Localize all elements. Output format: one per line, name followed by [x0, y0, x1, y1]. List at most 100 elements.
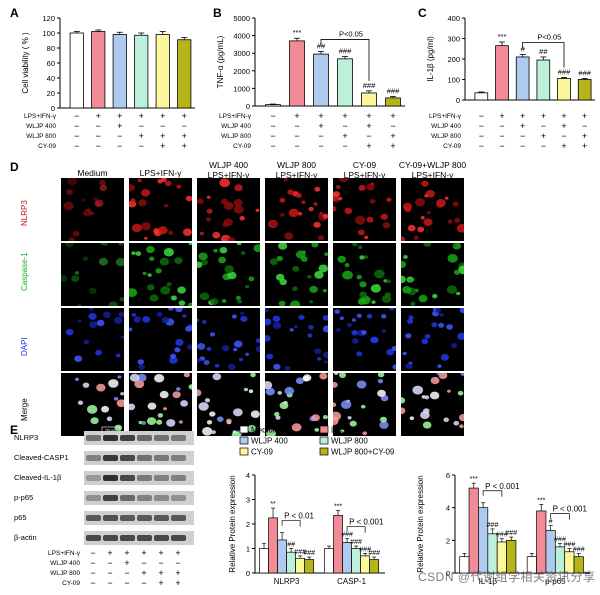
cell-blob — [380, 213, 389, 220]
cell-blob — [202, 320, 207, 324]
bar — [536, 59, 551, 101]
cell-blob — [95, 349, 102, 356]
significance-mark: # — [521, 44, 526, 53]
cell-blob — [244, 284, 250, 289]
cell-blob — [424, 395, 430, 400]
cell-blob — [103, 243, 108, 246]
cell-blob — [93, 196, 98, 201]
cell-blob — [233, 205, 244, 214]
cell-blob — [366, 313, 373, 319]
cell-blob — [446, 285, 458, 294]
cell-blob — [302, 250, 306, 254]
treatment-sign: + — [160, 141, 165, 151]
cell-blob — [214, 363, 220, 368]
cell-blob — [314, 427, 320, 432]
treatment-sign: − — [561, 131, 566, 141]
blot-band — [120, 495, 135, 501]
blot-band — [171, 515, 186, 521]
treatment-sign: + — [366, 141, 371, 151]
y-tick-label: 0 — [246, 102, 250, 111]
cell-blob — [414, 198, 426, 207]
cell-blob — [146, 246, 155, 254]
cell-blob — [157, 413, 164, 418]
significance-mark: ### — [578, 68, 591, 77]
treatment-sign: − — [366, 131, 371, 141]
significance-mark: ### — [350, 539, 362, 546]
cell-blob — [337, 196, 343, 201]
category-label: IL-1β — [479, 577, 498, 586]
cell-blob — [401, 397, 406, 404]
cell-blob — [163, 204, 169, 208]
legend-swatch — [319, 436, 329, 445]
scale-bar-label: 50 μm — [105, 428, 117, 433]
cell-blob — [135, 251, 142, 256]
treatment-sign: + — [139, 131, 144, 141]
treatment-sign: + — [294, 111, 299, 121]
cell-blob — [280, 212, 285, 217]
cell-blob — [142, 271, 147, 276]
cell-blob — [459, 424, 464, 429]
cell-blob — [198, 402, 209, 411]
cell-blob — [457, 332, 464, 341]
cell-blob — [346, 323, 352, 328]
cell-blob — [197, 318, 200, 322]
cell-blob — [120, 392, 124, 396]
treatment-sign: + — [366, 121, 371, 131]
cell-blob — [206, 346, 212, 351]
cell-blob — [409, 416, 415, 421]
cell-blob — [352, 338, 359, 344]
bar — [91, 31, 106, 109]
cell-blob — [167, 230, 174, 235]
cell-blob — [401, 275, 406, 284]
cell-blob — [218, 256, 227, 264]
treatment-sign: + — [520, 111, 525, 121]
cell-blob — [202, 426, 213, 436]
cell-blob — [103, 311, 111, 319]
cell-blob — [336, 327, 341, 332]
significance-mark: ### — [363, 81, 376, 90]
cell-blob — [82, 256, 89, 262]
cell-blob — [377, 389, 386, 397]
microscopy-image — [61, 308, 124, 371]
cell-blob — [143, 236, 148, 240]
y-tick-label: 100 — [447, 76, 460, 85]
cell-blob — [165, 180, 172, 187]
treatment-sign: − — [390, 121, 395, 131]
treatment-sign: − — [96, 121, 101, 131]
blot-band — [103, 475, 118, 481]
legend-swatch — [239, 447, 249, 456]
cell-blob — [359, 281, 367, 288]
cell-blob — [284, 366, 291, 371]
cell-blob — [176, 387, 181, 391]
cell-blob — [234, 184, 243, 192]
cell-blob — [275, 273, 285, 281]
treatment-label: WLJP 400 — [431, 123, 461, 130]
cell-blob — [333, 205, 337, 212]
blot-label: Cleaved-IL-1β — [14, 473, 62, 482]
category-label: NLRP3 — [274, 577, 300, 586]
cell-blob — [274, 411, 280, 417]
cell-blob — [94, 199, 104, 208]
cell-blob — [443, 417, 449, 423]
cell-blob — [210, 298, 219, 306]
cell-blob — [161, 316, 170, 324]
microscopy-image — [61, 178, 124, 241]
significance-mark: ## — [539, 47, 548, 56]
microscopy-image — [401, 373, 464, 436]
cell-blob — [265, 318, 272, 326]
treatment-sign: + — [342, 111, 347, 121]
treatment-label: LPS+IFN-γ — [48, 550, 81, 557]
cell-blob — [66, 189, 73, 195]
cell-blob — [359, 255, 365, 260]
treatment-label: WLJP 400 — [26, 123, 56, 130]
cell-blob — [116, 399, 124, 408]
significance-mark: ### — [573, 546, 585, 553]
cell-blob — [134, 379, 145, 389]
treatment-label: CY-09 — [38, 143, 56, 150]
cell-blob — [129, 403, 136, 411]
cell-blob — [423, 243, 432, 247]
cell-blob — [206, 195, 211, 199]
cell-blob — [354, 215, 366, 225]
treatment-sign: − — [318, 141, 323, 151]
cell-blob — [322, 325, 328, 333]
